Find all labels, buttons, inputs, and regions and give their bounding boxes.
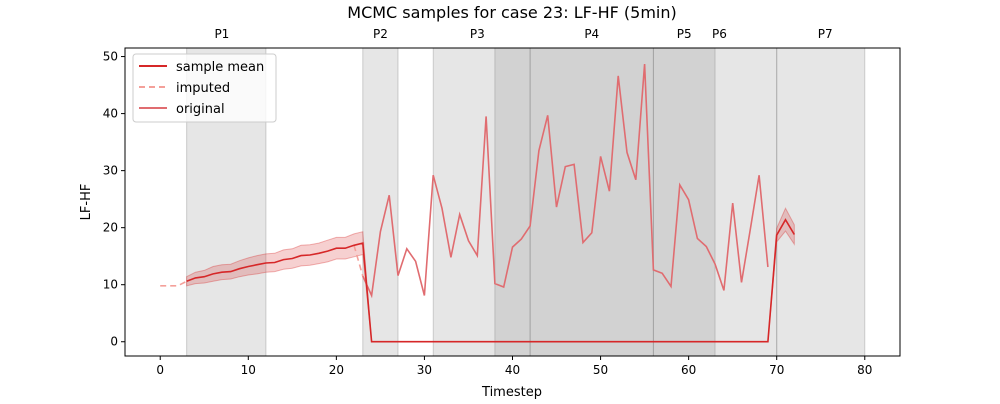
phase-label-p2: P2 — [373, 27, 388, 41]
x-tick-label: 50 — [593, 363, 608, 377]
chart-title: MCMC samples for case 23: LF-HF (5min) — [347, 3, 676, 22]
legend-box — [132, 53, 277, 123]
y-tick-label: 0 — [110, 335, 118, 349]
y-axis: 0 10 20 30 40 50 — [103, 50, 125, 349]
series-lines — [160, 63, 795, 343]
phase-labels: P1 P2 P3 P4 P5 P6 P7 — [214, 27, 832, 41]
phase-label-p7: P7 — [818, 27, 833, 41]
y-tick-label: 10 — [103, 278, 118, 292]
phase-regions — [186, 47, 866, 357]
phase-label-p5: P5 — [677, 27, 692, 41]
phase-label-p3: P3 — [470, 27, 485, 41]
y-tick-label: 40 — [103, 107, 118, 121]
imputed-line-segment-2 — [353, 245, 364, 277]
x-tick-label: 40 — [505, 363, 520, 377]
phase-region-p4 — [494, 47, 654, 357]
phase-label-p1: P1 — [214, 27, 229, 41]
phase-region-p5 — [652, 47, 716, 357]
phase-label-p4: P4 — [584, 27, 599, 41]
imputed-line-segment-1 — [160, 280, 187, 287]
phase-region-p6 — [529, 47, 778, 357]
y-tick-label: 50 — [103, 50, 118, 64]
legend-label-imputed: imputed — [176, 81, 230, 96]
y-tick-label: 30 — [103, 164, 118, 178]
x-tick-label: 20 — [329, 363, 344, 377]
original-line — [362, 63, 769, 299]
y-tick-label: 20 — [103, 221, 118, 235]
legend-label-original: original — [176, 102, 225, 117]
x-axis: 0 10 20 30 40 50 60 70 80 — [156, 356, 872, 377]
x-tick-label: 30 — [417, 363, 432, 377]
x-tick-label: 80 — [857, 363, 872, 377]
x-tick-label: 10 — [241, 363, 256, 377]
phase-region-p7 — [776, 47, 866, 357]
y-axis-label: LF-HF — [79, 184, 94, 221]
x-axis-label: Timestep — [481, 385, 542, 400]
legend: sample mean imputed original — [132, 53, 277, 123]
sample-mean-line — [186, 218, 795, 343]
legend-label-sample-mean: sample mean — [176, 60, 264, 75]
x-tick-label: 60 — [681, 363, 696, 377]
x-tick-label: 0 — [156, 363, 164, 377]
x-tick-label: 70 — [769, 363, 784, 377]
phase-label-p6: P6 — [712, 27, 727, 41]
